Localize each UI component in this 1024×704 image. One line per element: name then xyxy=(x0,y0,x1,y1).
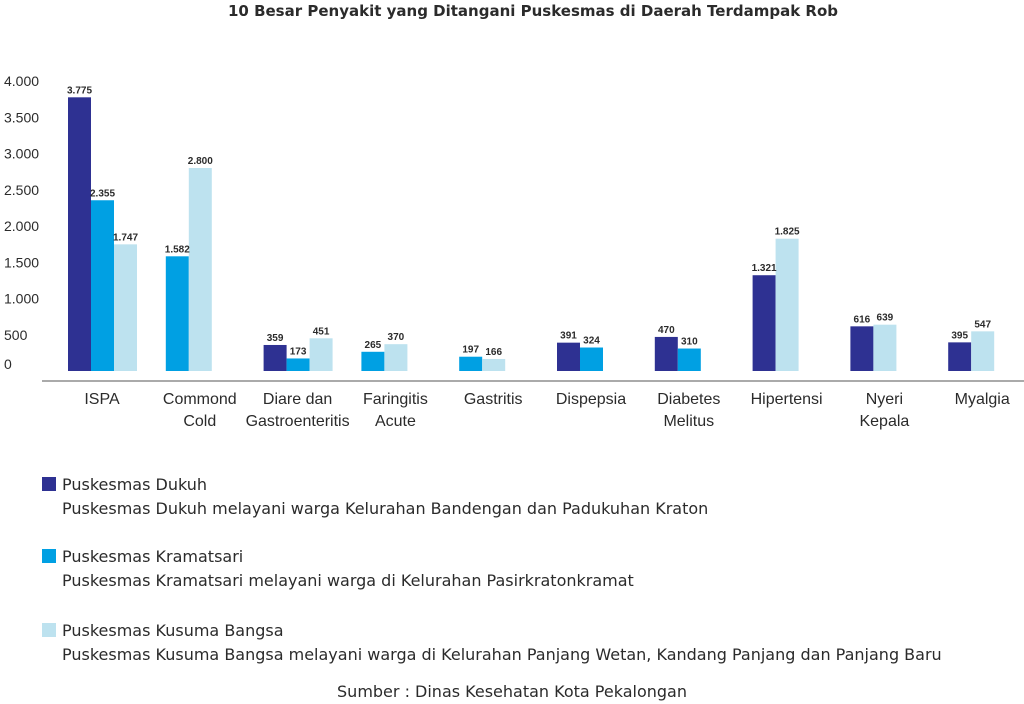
x-tick-label: Faringitis xyxy=(363,391,428,408)
bar xyxy=(482,358,506,371)
legend-item: Puskesmas Kramatsari xyxy=(42,544,634,568)
legend: Puskesmas Dukuh Puskesmas Dukuh melayani… xyxy=(42,472,708,520)
bar-value-label: 547 xyxy=(974,319,991,330)
legend-label: Puskesmas Kusuma Bangsa xyxy=(62,620,284,640)
bar-value-label: 324 xyxy=(583,336,600,347)
bar-value-label: 310 xyxy=(681,337,698,348)
legend-item: Puskesmas Dukuh xyxy=(42,472,708,496)
bar xyxy=(850,326,874,371)
y-tick-label: 4.000 xyxy=(4,73,39,89)
x-tick-label: ISPA xyxy=(84,391,120,408)
bar-value-label: 1.825 xyxy=(775,227,800,238)
bar xyxy=(557,342,580,371)
bar xyxy=(361,351,385,371)
x-tick-label: Hipertensi xyxy=(751,391,823,408)
bar-value-label: 1.582 xyxy=(165,244,190,255)
bar xyxy=(263,344,287,371)
source-note: Sumber : Dinas Kesehatan Kota Pekalongan xyxy=(337,682,687,701)
legend-label: Puskesmas Dukuh xyxy=(62,474,208,494)
x-tick-label: Nyeri xyxy=(866,391,903,408)
bar xyxy=(114,244,137,371)
x-tick-label: Gastritis xyxy=(464,391,523,408)
bar-value-label: 616 xyxy=(854,314,871,325)
bar xyxy=(165,256,189,371)
bar xyxy=(188,168,212,371)
y-tick-label: 0 xyxy=(4,356,12,372)
legend-item: Puskesmas Kusuma Bangsa xyxy=(42,618,942,642)
bar xyxy=(775,238,799,371)
bar-value-label: 470 xyxy=(658,325,675,336)
legend: Puskesmas Kramatsari Puskesmas Kramatsar… xyxy=(42,544,634,592)
bar xyxy=(384,344,408,371)
bar-chart: 10 Besar Penyakit yang Ditangani Puskesm… xyxy=(4,2,1024,430)
bar xyxy=(459,356,483,371)
bar xyxy=(873,324,897,371)
bar-value-label: 1.747 xyxy=(113,232,138,243)
chart-title: 10 Besar Penyakit yang Ditangani Puskesm… xyxy=(228,2,838,20)
x-tick-label: Myalgia xyxy=(955,391,1010,408)
x-tick-label: Cold xyxy=(183,413,216,430)
bar xyxy=(948,342,972,371)
bar-value-label: 451 xyxy=(313,326,330,337)
bar xyxy=(91,200,114,371)
bar xyxy=(286,358,310,371)
y-tick-label: 2.500 xyxy=(4,182,39,198)
bar xyxy=(677,348,701,371)
bar-value-label: 391 xyxy=(560,331,577,342)
bar-value-label: 197 xyxy=(462,345,479,356)
legend-description: Puskesmas Kusuma Bangsa melayani warga d… xyxy=(42,642,942,666)
y-tick-label: 1.500 xyxy=(4,254,39,270)
bar xyxy=(752,275,776,371)
bar-value-label: 1.321 xyxy=(752,263,777,274)
bar-value-label: 3.775 xyxy=(67,85,92,96)
y-tick-label: 2.000 xyxy=(4,218,39,234)
legend-label: Puskesmas Kramatsari xyxy=(62,546,244,566)
bar-value-label: 359 xyxy=(267,333,284,344)
bar-value-label: 370 xyxy=(388,332,405,343)
x-tick-label: Acute xyxy=(375,413,416,430)
legend-swatch-kramatsari xyxy=(42,549,56,563)
bar xyxy=(971,331,995,371)
legend-description: Puskesmas Dukuh melayani warga Kelurahan… xyxy=(42,496,708,520)
legend: Puskesmas Kusuma Bangsa Puskesmas Kusuma… xyxy=(42,618,942,666)
x-tick-label: Diare dan xyxy=(263,391,332,408)
y-tick-label: 3.000 xyxy=(4,146,39,162)
bar xyxy=(309,338,333,371)
x-tick-label: Dispepsia xyxy=(556,391,626,408)
y-tick-label: 1.000 xyxy=(4,291,39,307)
bar xyxy=(654,336,678,371)
bar-value-label: 395 xyxy=(951,330,968,341)
legend-desc: Puskesmas Kramatsari melayani warga di K… xyxy=(62,570,634,590)
legend-swatch-dukuh xyxy=(42,477,56,491)
bar-value-label: 173 xyxy=(290,346,307,357)
bar xyxy=(68,97,91,371)
x-tick-label: Gastroenteritis xyxy=(246,413,350,430)
y-tick-label: 3.500 xyxy=(4,109,39,125)
x-tick-label: Melitus xyxy=(663,413,714,430)
bar xyxy=(580,347,603,371)
bar-value-label: 166 xyxy=(485,347,502,358)
x-tick-label: Kepala xyxy=(859,413,909,430)
legend-desc: Puskesmas Dukuh melayani warga Kelurahan… xyxy=(62,498,709,518)
bar-value-label: 2.800 xyxy=(188,156,213,167)
y-tick-label: 500 xyxy=(4,327,28,343)
bar-value-label: 639 xyxy=(877,313,894,324)
bar-value-label: 2.355 xyxy=(90,188,115,199)
x-tick-label: Diabetes xyxy=(657,391,720,408)
legend-swatch-kusuma-bangsa xyxy=(42,623,56,637)
legend-desc: Puskesmas Kusuma Bangsa melayani warga d… xyxy=(62,644,942,664)
bar-value-label: 265 xyxy=(365,340,382,351)
legend-description: Puskesmas Kramatsari melayani warga di K… xyxy=(42,568,634,592)
x-tick-label: Commond xyxy=(163,391,237,408)
